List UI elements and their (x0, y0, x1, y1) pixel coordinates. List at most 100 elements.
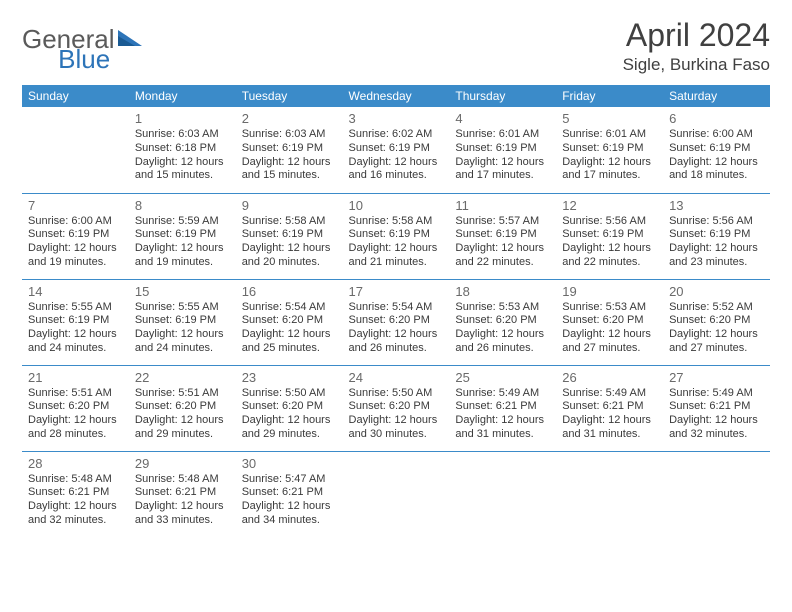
day-details: Sunrise: 5:55 AMSunset: 6:19 PMDaylight:… (28, 301, 123, 356)
week-row: 28 Sunrise: 5:48 AMSunset: 6:21 PMDayligh… (22, 451, 770, 537)
day-details: Sunrise: 5:52 AMSunset: 6:20 PMDaylight:… (669, 301, 764, 356)
week-row: 1Sunrise: 6:03 AMSunset: 6:18 PMDaylight… (22, 107, 770, 193)
day-number: 24 (349, 370, 444, 385)
day-details: Sunrise: 5:58 AMSunset: 6:19 PMDaylight:… (242, 215, 337, 270)
day-cell: 9 Sunrise: 5:58 AMSunset: 6:19 PMDaylight… (236, 193, 343, 279)
weekday-friday: Friday (556, 85, 663, 107)
day-cell: 25 Sunrise: 5:49 AMSunset: 6:21 PMDayligh… (449, 365, 556, 451)
day-number: 25 (455, 370, 550, 385)
day-details: Sunrise: 5:53 AMSunset: 6:20 PMDaylight:… (455, 301, 550, 356)
title-block: April 2024 Sigle, Burkina Faso (623, 18, 770, 75)
day-cell: 8Sunrise: 5:59 AMSunset: 6:19 PMDaylight… (129, 193, 236, 279)
day-number: 22 (135, 370, 230, 385)
day-cell: 1Sunrise: 6:03 AMSunset: 6:18 PMDaylight… (129, 107, 236, 193)
location: Sigle, Burkina Faso (623, 55, 770, 75)
day-details: Sunrise: 6:01 AMSunset: 6:19 PMDaylight:… (562, 128, 657, 183)
day-details: Sunrise: 5:58 AMSunset: 6:19 PMDaylight:… (349, 215, 444, 270)
weekday-wednesday: Wednesday (343, 85, 450, 107)
day-number: 10 (349, 198, 444, 213)
day-cell: 10 Sunrise: 5:58 AMSunset: 6:19 PMDayligh… (343, 193, 450, 279)
day-details: Sunrise: 5:56 AMSunset: 6:19 PMDaylight:… (562, 215, 657, 270)
day-details: Sunrise: 5:48 AMSunset: 6:21 PMDaylight:… (135, 473, 230, 528)
day-number: 16 (242, 284, 337, 299)
day-number: 26 (562, 370, 657, 385)
day-details: Sunrise: 5:55 AMSunset: 6:19 PMDaylight:… (135, 301, 230, 356)
weekday-tuesday: Tuesday (236, 85, 343, 107)
day-cell: 22 Sunrise: 5:51 AMSunset: 6:20 PMDayligh… (129, 365, 236, 451)
day-details: Sunrise: 6:01 AMSunset: 6:19 PMDaylight:… (455, 128, 550, 183)
day-details: Sunrise: 5:54 AMSunset: 6:20 PMDaylight:… (242, 301, 337, 356)
calendar-body: 1Sunrise: 6:03 AMSunset: 6:18 PMDaylight… (22, 107, 770, 537)
day-cell: 24 Sunrise: 5:50 AMSunset: 6:20 PMDayligh… (343, 365, 450, 451)
day-cell: 15 Sunrise: 5:55 AMSunset: 6:19 PMDayligh… (129, 279, 236, 365)
day-details: Sunrise: 6:03 AMSunset: 6:19 PMDaylight:… (242, 128, 337, 183)
day-cell: 4Sunrise: 6:01 AMSunset: 6:19 PMDaylight… (449, 107, 556, 193)
day-number: 30 (242, 456, 337, 471)
day-details: Sunrise: 6:00 AMSunset: 6:19 PMDaylight:… (669, 128, 764, 183)
day-cell: 26 Sunrise: 5:49 AMSunset: 6:21 PMDayligh… (556, 365, 663, 451)
day-number: 17 (349, 284, 444, 299)
day-cell: 29Sunrise: 5:48 AMSunset: 6:21 PMDayligh… (129, 451, 236, 537)
day-cell: 23 Sunrise: 5:50 AMSunset: 6:20 PMDayligh… (236, 365, 343, 451)
day-details: Sunrise: 5:51 AMSunset: 6:20 PMDaylight:… (28, 387, 123, 442)
day-cell (343, 451, 450, 537)
day-details: Sunrise: 6:00 AMSunset: 6:19 PMDaylight:… (28, 215, 123, 270)
weekday-saturday: Saturday (663, 85, 770, 107)
flag-icon (118, 28, 144, 48)
day-cell: 13 Sunrise: 5:56 AMSunset: 6:19 PMDayligh… (663, 193, 770, 279)
day-number: 27 (669, 370, 764, 385)
day-number: 21 (28, 370, 123, 385)
day-number: 2 (242, 111, 337, 126)
day-number: 6 (669, 111, 764, 126)
week-row: 21 Sunrise: 5:51 AMSunset: 6:20 PMDayligh… (22, 365, 770, 451)
day-details: Sunrise: 5:56 AMSunset: 6:19 PMDaylight:… (669, 215, 764, 270)
day-number: 23 (242, 370, 337, 385)
day-cell: 7 Sunrise: 6:00 AMSunset: 6:19 PMDaylight… (22, 193, 129, 279)
day-cell: 11 Sunrise: 5:57 AMSunset: 6:19 PMDayligh… (449, 193, 556, 279)
day-details: Sunrise: 5:50 AMSunset: 6:20 PMDaylight:… (349, 387, 444, 442)
day-cell: 28 Sunrise: 5:48 AMSunset: 6:21 PMDayligh… (22, 451, 129, 537)
day-number: 19 (562, 284, 657, 299)
day-details: Sunrise: 5:51 AMSunset: 6:20 PMDaylight:… (135, 387, 230, 442)
week-row: 7 Sunrise: 6:00 AMSunset: 6:19 PMDaylight… (22, 193, 770, 279)
brand-word2: Blue (58, 44, 110, 74)
day-number: 11 (455, 198, 550, 213)
day-cell: 6 Sunrise: 6:00 AMSunset: 6:19 PMDaylight… (663, 107, 770, 193)
day-number: 9 (242, 198, 337, 213)
month-title: April 2024 (623, 18, 770, 53)
day-number: 7 (28, 198, 123, 213)
calendar-page: General April 2024 Sigle, Burkina Faso B… (0, 0, 792, 555)
calendar-table: SundayMondayTuesdayWednesdayThursdayFrid… (22, 85, 770, 537)
day-number: 5 (562, 111, 657, 126)
day-number: 8 (135, 198, 230, 213)
day-cell: 18Sunrise: 5:53 AMSunset: 6:20 PMDayligh… (449, 279, 556, 365)
day-details: Sunrise: 6:02 AMSunset: 6:19 PMDaylight:… (349, 128, 444, 183)
day-details: Sunrise: 5:50 AMSunset: 6:20 PMDaylight:… (242, 387, 337, 442)
day-details: Sunrise: 5:53 AMSunset: 6:20 PMDaylight:… (562, 301, 657, 356)
day-details: Sunrise: 5:48 AMSunset: 6:21 PMDaylight:… (28, 473, 123, 528)
day-details: Sunrise: 5:49 AMSunset: 6:21 PMDaylight:… (562, 387, 657, 442)
day-cell: 16 Sunrise: 5:54 AMSunset: 6:20 PMDayligh… (236, 279, 343, 365)
day-cell (663, 451, 770, 537)
brand-word2-wrap: Blue (22, 44, 110, 75)
day-details: Sunrise: 5:49 AMSunset: 6:21 PMDaylight:… (455, 387, 550, 442)
day-details: Sunrise: 5:47 AMSunset: 6:21 PMDaylight:… (242, 473, 337, 528)
day-cell: 20 Sunrise: 5:52 AMSunset: 6:20 PMDayligh… (663, 279, 770, 365)
day-cell (556, 451, 663, 537)
day-details: Sunrise: 5:49 AMSunset: 6:21 PMDaylight:… (669, 387, 764, 442)
day-details: Sunrise: 5:57 AMSunset: 6:19 PMDaylight:… (455, 215, 550, 270)
day-details: Sunrise: 5:54 AMSunset: 6:20 PMDaylight:… (349, 301, 444, 356)
brand-logo-line2: Blue (22, 44, 110, 75)
day-cell: 21 Sunrise: 5:51 AMSunset: 6:20 PMDayligh… (22, 365, 129, 451)
day-cell: 5 Sunrise: 6:01 AMSunset: 6:19 PMDaylight… (556, 107, 663, 193)
header: General April 2024 Sigle, Burkina Faso (22, 18, 770, 75)
day-cell (449, 451, 556, 537)
day-cell: 17 Sunrise: 5:54 AMSunset: 6:20 PMDayligh… (343, 279, 450, 365)
day-cell: 27 Sunrise: 5:49 AMSunset: 6:21 PMDayligh… (663, 365, 770, 451)
day-number: 13 (669, 198, 764, 213)
day-cell: 3Sunrise: 6:02 AMSunset: 6:19 PMDaylight… (343, 107, 450, 193)
day-number: 15 (135, 284, 230, 299)
day-number: 20 (669, 284, 764, 299)
weekday-sunday: Sunday (22, 85, 129, 107)
day-number: 28 (28, 456, 123, 471)
